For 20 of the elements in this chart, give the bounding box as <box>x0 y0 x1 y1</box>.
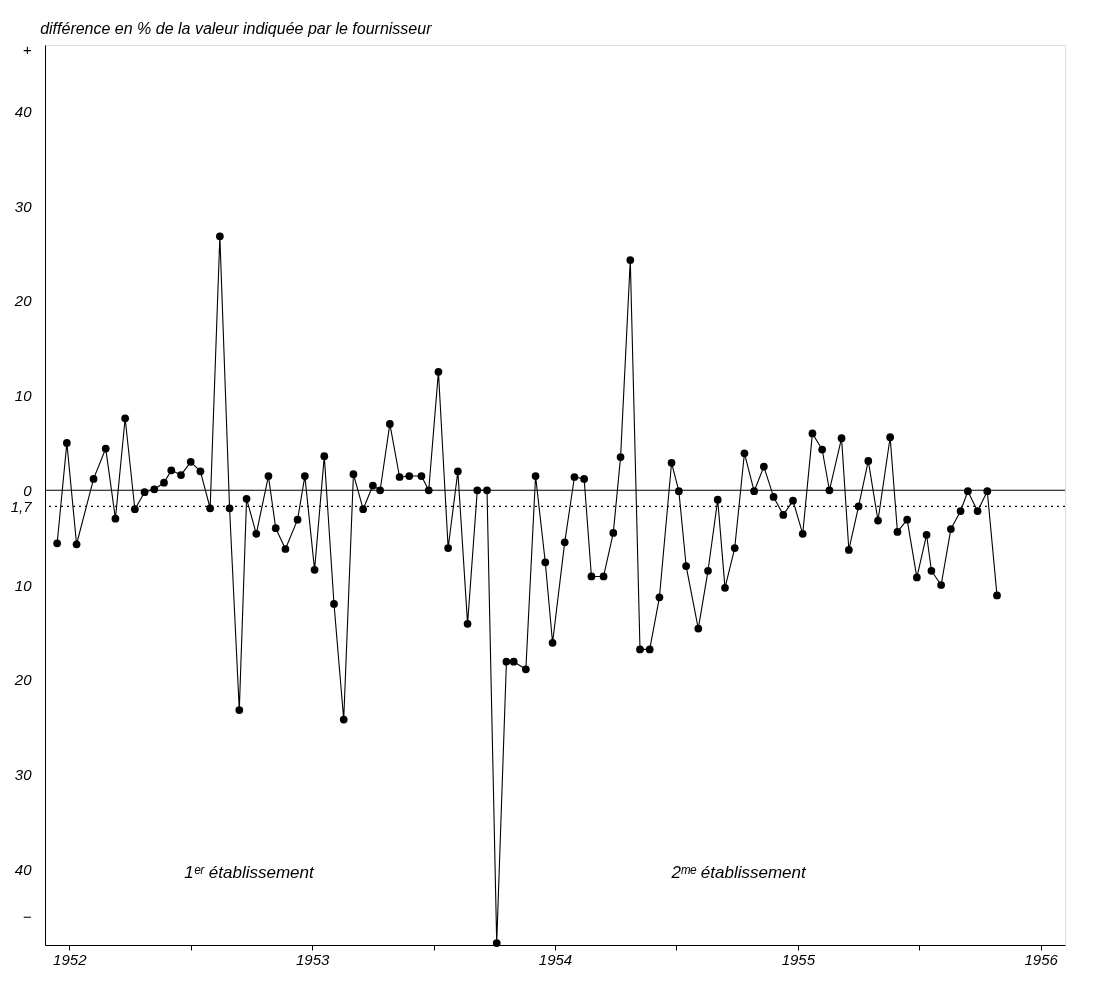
y-tick-label: 40 <box>14 860 33 878</box>
y-tick-label: 40 <box>14 102 33 120</box>
x-tick-label: 1955 <box>781 950 816 968</box>
annotation: 2ᵐᵉ établissement <box>670 863 807 882</box>
y-tick-label: 0 <box>23 481 33 499</box>
y-tick-label: 20 <box>13 671 33 689</box>
y-tick-label: + <box>22 41 32 59</box>
x-tick-label: 1954 <box>538 950 573 968</box>
y-tick-label: 30 <box>14 197 33 215</box>
y-tick-label: 30 <box>14 765 33 783</box>
chart-title: différence en % de la valeur indiquée par le fournisseur <box>40 19 433 37</box>
x-tick-label: 1956 <box>1024 950 1059 968</box>
x-tick-label: 1952 <box>53 950 88 968</box>
y-tick-label: 20 <box>13 292 33 310</box>
x-tick-label: 1953 <box>295 950 330 968</box>
y-tick-label: 10 <box>14 387 33 405</box>
y-tick-label: − <box>22 908 32 926</box>
y-tick-label: 1,7 <box>10 497 33 515</box>
annotation: 1ᵉʳ établissement <box>184 863 315 882</box>
y-tick-label: 10 <box>14 576 33 594</box>
